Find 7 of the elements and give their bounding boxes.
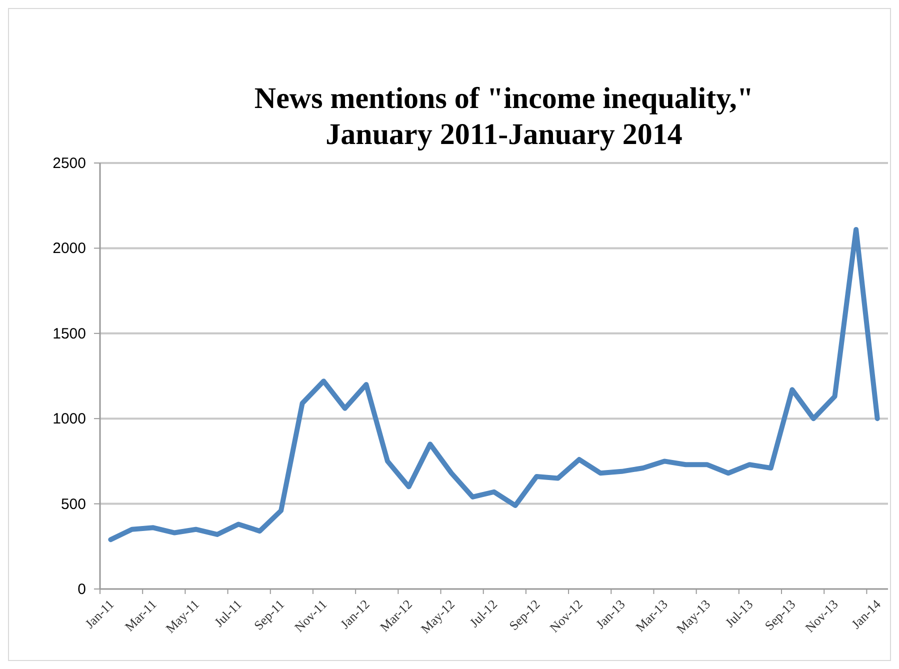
chart-title: News mentions of "income inequality," January 2011-January 2014 [254,82,754,151]
y-tick-label: 500 [60,496,86,513]
y-tick-label: 2500 [52,155,86,172]
y-tick-label: 2000 [52,240,86,258]
y-tick-label: 1000 [52,410,86,428]
y-tick-label: 1500 [52,325,86,342]
y-tick-label: 0 [78,581,86,598]
